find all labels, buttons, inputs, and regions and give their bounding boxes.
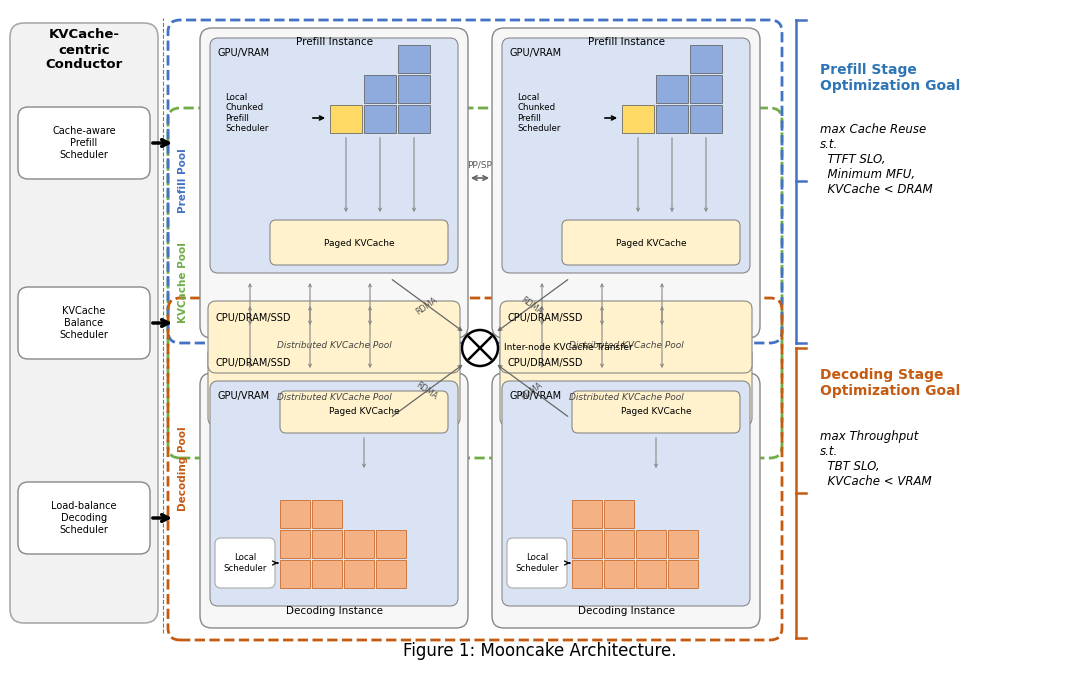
Text: Distributed KVCache Pool: Distributed KVCache Pool <box>276 393 391 403</box>
FancyBboxPatch shape <box>18 287 150 359</box>
Text: Load-balance
Decoding
Scheduler: Load-balance Decoding Scheduler <box>51 502 117 534</box>
Text: RDMA: RDMA <box>519 296 544 317</box>
Text: Local
Scheduler: Local Scheduler <box>224 553 267 573</box>
FancyBboxPatch shape <box>200 373 468 628</box>
Text: Prefill Instance: Prefill Instance <box>296 37 373 47</box>
FancyBboxPatch shape <box>200 28 468 338</box>
Text: Prefill Stage
Optimization Goal: Prefill Stage Optimization Goal <box>820 63 960 93</box>
Bar <box>399 75 430 103</box>
Text: Local
Chunked
Prefill
Scheduler: Local Chunked Prefill Scheduler <box>517 93 561 133</box>
FancyBboxPatch shape <box>210 381 458 606</box>
Text: KVCache-
centric
Conductor: KVCache- centric Conductor <box>45 28 123 71</box>
Text: GPU/VRAM: GPU/VRAM <box>218 391 270 401</box>
FancyBboxPatch shape <box>18 107 150 179</box>
Text: max Cache Reuse
s.t.
  TTFT SLO,
  Minimum MFU,
  KVCache < DRAM: max Cache Reuse s.t. TTFT SLO, Minimum M… <box>820 123 933 196</box>
FancyBboxPatch shape <box>500 301 752 373</box>
Text: GPU/VRAM: GPU/VRAM <box>510 48 562 58</box>
FancyBboxPatch shape <box>208 346 460 426</box>
FancyBboxPatch shape <box>215 538 275 588</box>
Bar <box>280 560 310 588</box>
Bar <box>376 530 406 558</box>
Bar <box>656 105 688 133</box>
FancyBboxPatch shape <box>210 38 458 273</box>
Text: RDMA: RDMA <box>519 380 544 401</box>
Bar <box>572 500 602 528</box>
Text: Paged KVCache: Paged KVCache <box>328 407 400 416</box>
Text: KVCache
Balance
Scheduler: KVCache Balance Scheduler <box>59 306 108 340</box>
Bar <box>312 530 342 558</box>
Text: Distributed KVCache Pool: Distributed KVCache Pool <box>569 340 684 349</box>
Text: Paged KVCache: Paged KVCache <box>621 407 691 416</box>
Bar <box>399 105 430 133</box>
Bar <box>345 560 374 588</box>
Text: Local
Scheduler: Local Scheduler <box>515 553 558 573</box>
Bar <box>622 105 654 133</box>
Bar <box>330 105 362 133</box>
Bar <box>345 530 374 558</box>
Text: RDMA: RDMA <box>415 380 440 401</box>
Text: Decoding Instance: Decoding Instance <box>578 606 675 616</box>
FancyBboxPatch shape <box>10 23 158 623</box>
FancyBboxPatch shape <box>270 220 448 265</box>
Text: GPU/VRAM: GPU/VRAM <box>218 48 270 58</box>
FancyBboxPatch shape <box>500 346 752 426</box>
Bar <box>312 560 342 588</box>
Bar <box>280 530 310 558</box>
Text: PP/SP: PP/SP <box>468 161 492 170</box>
Bar <box>364 75 396 103</box>
Bar <box>572 560 602 588</box>
Bar <box>376 560 406 588</box>
Text: GPU/VRAM: GPU/VRAM <box>510 391 562 401</box>
Text: Decoding Stage
Optimization Goal: Decoding Stage Optimization Goal <box>820 368 960 398</box>
Bar <box>636 530 666 558</box>
Bar <box>604 530 634 558</box>
Bar <box>690 75 723 103</box>
Bar <box>690 105 723 133</box>
Text: CPU/DRAM/SSD: CPU/DRAM/SSD <box>216 358 292 368</box>
Text: Figure 1: Mooncake Architecture.: Figure 1: Mooncake Architecture. <box>403 642 677 660</box>
Text: CPU/DRAM/SSD: CPU/DRAM/SSD <box>508 358 583 368</box>
Bar <box>364 105 396 133</box>
Text: RDMA: RDMA <box>415 296 440 317</box>
Bar <box>636 560 666 588</box>
FancyBboxPatch shape <box>507 538 567 588</box>
FancyBboxPatch shape <box>502 381 750 606</box>
FancyBboxPatch shape <box>280 391 448 433</box>
Text: Decoding Instance: Decoding Instance <box>285 606 382 616</box>
Bar <box>312 500 342 528</box>
Text: CPU/DRAM/SSD: CPU/DRAM/SSD <box>508 313 583 323</box>
Bar <box>604 500 634 528</box>
FancyBboxPatch shape <box>492 28 760 338</box>
Circle shape <box>462 330 498 366</box>
Bar <box>669 530 698 558</box>
Text: Local
Chunked
Prefill
Scheduler: Local Chunked Prefill Scheduler <box>225 93 268 133</box>
Bar <box>572 530 602 558</box>
Bar <box>669 560 698 588</box>
Text: Inter-node KVCache Transfer: Inter-node KVCache Transfer <box>504 344 633 353</box>
Text: Distributed KVCache Pool: Distributed KVCache Pool <box>569 393 684 403</box>
Bar <box>604 560 634 588</box>
FancyBboxPatch shape <box>18 482 150 554</box>
Text: Distributed KVCache Pool: Distributed KVCache Pool <box>276 340 391 349</box>
Text: Paged KVCache: Paged KVCache <box>324 239 394 247</box>
Text: Paged KVCache: Paged KVCache <box>616 239 686 247</box>
Text: KVCache Pool: KVCache Pool <box>178 243 188 323</box>
Bar <box>690 45 723 73</box>
FancyBboxPatch shape <box>208 301 460 373</box>
Text: Prefill Pool: Prefill Pool <box>178 148 188 214</box>
Bar <box>280 500 310 528</box>
Bar <box>656 75 688 103</box>
Text: Cache-aware
Prefill
Scheduler: Cache-aware Prefill Scheduler <box>52 126 116 159</box>
FancyBboxPatch shape <box>502 38 750 273</box>
FancyBboxPatch shape <box>562 220 740 265</box>
FancyBboxPatch shape <box>492 373 760 628</box>
FancyBboxPatch shape <box>572 391 740 433</box>
Text: Decoding Pool: Decoding Pool <box>178 426 188 511</box>
Text: max Throughput
s.t.
  TBT SLO,
  KVCache < VRAM: max Throughput s.t. TBT SLO, KVCache < V… <box>820 430 932 488</box>
Text: CPU/DRAM/SSD: CPU/DRAM/SSD <box>216 313 292 323</box>
Bar <box>399 45 430 73</box>
Text: Prefill Instance: Prefill Instance <box>588 37 664 47</box>
